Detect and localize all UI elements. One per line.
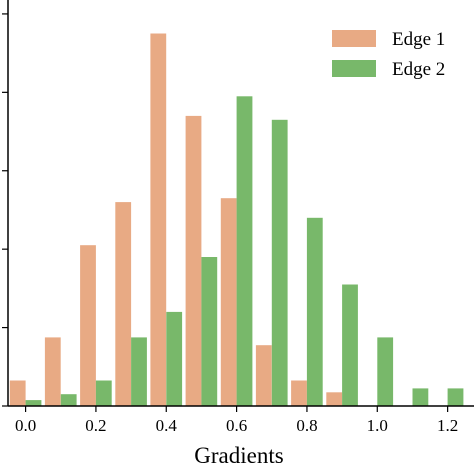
x-tick-label: 0.4 <box>156 416 178 435</box>
legend-label-edge-2: Edge 2 <box>392 59 445 80</box>
x-tick-label: 0.8 <box>296 416 317 435</box>
bar-edge-2-0 <box>25 400 42 406</box>
bar-edge-2-2 <box>95 380 112 406</box>
bar-edge-1-0 <box>9 380 26 406</box>
bar-edge-2-12 <box>447 388 464 406</box>
bar-edge-1-3 <box>115 202 132 406</box>
bar-edge-1-9 <box>326 392 343 406</box>
legend: Edge 1 Edge 2 <box>332 29 445 80</box>
legend-label-edge-1: Edge 1 <box>392 29 445 50</box>
bar-edge-2-6 <box>236 96 253 407</box>
x-axis-title: Gradients <box>194 443 283 468</box>
bar-edge-2-10 <box>377 337 394 406</box>
bar-edge-2-11 <box>412 388 429 406</box>
bar-edge-2-9 <box>342 284 358 406</box>
bar-edge-1-2 <box>80 245 96 406</box>
bar-edge-1-5 <box>185 115 202 407</box>
x-ticks-group: 0.0 0.2 0.4 0.6 0.8 1.0 1.2 <box>15 406 458 435</box>
x-tick-label: 1.0 <box>367 416 388 435</box>
x-tick-label: 0.2 <box>85 416 106 435</box>
bar-edge-2-5 <box>201 257 218 406</box>
x-tick-label: 1.2 <box>437 416 458 435</box>
bar-edge-2-7 <box>271 119 288 407</box>
legend-swatch-edge-1 <box>332 30 376 47</box>
bar-edge-1-8 <box>291 380 307 406</box>
axes-group <box>7 0 474 407</box>
bars-group <box>9 33 464 407</box>
bar-edge-2-3 <box>131 337 147 406</box>
x-tick-label: 0.6 <box>226 416 247 435</box>
bar-edge-2-4 <box>166 311 183 406</box>
bar-edge-2-8 <box>306 217 323 406</box>
x-tick-label: 0.0 <box>15 416 36 435</box>
bar-edge-1-7 <box>255 345 272 406</box>
y-ticks-group <box>2 13 8 407</box>
legend-swatch-edge-2 <box>332 60 376 77</box>
bar-edge-1-6 <box>220 198 237 406</box>
bar-edge-2-1 <box>60 394 77 406</box>
bar-edge-1-1 <box>44 337 61 406</box>
bar-edge-1-4 <box>150 33 167 406</box>
